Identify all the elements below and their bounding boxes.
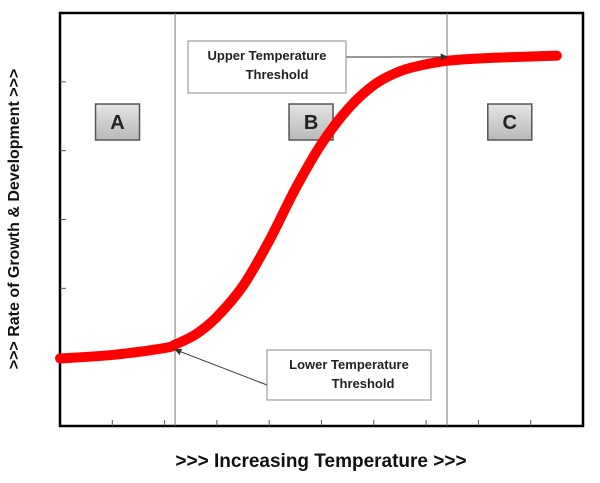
lower-threshold-callout: Lower Temperature Threshold bbox=[266, 349, 432, 401]
region-a-badge: A bbox=[94, 103, 141, 141]
annotation-text: Upper Temperature bbox=[208, 48, 327, 63]
region-labels: A B C bbox=[94, 103, 533, 141]
region-b-badge: B bbox=[288, 103, 334, 141]
axis-ticks bbox=[60, 81, 532, 426]
upper-threshold-callout: Upper Temperature Threshold bbox=[187, 40, 347, 94]
annotation-arrow bbox=[174, 348, 268, 386]
annotation-text: Threshold bbox=[332, 376, 395, 391]
threshold-lines bbox=[174, 13, 448, 426]
growth-curve bbox=[55, 50, 562, 364]
region-c-badge: C bbox=[487, 103, 533, 141]
y-axis-label: >>> Rate of Growth & Development >>> bbox=[6, 69, 23, 370]
region-label: A bbox=[110, 112, 124, 134]
annotation-text: Threshold bbox=[246, 67, 309, 82]
annotation-text: Lower Temperature bbox=[289, 357, 409, 372]
x-axis-label: >>> Increasing Temperature >>> bbox=[175, 451, 466, 472]
region-label: B bbox=[304, 112, 318, 134]
region-label: C bbox=[503, 112, 517, 134]
